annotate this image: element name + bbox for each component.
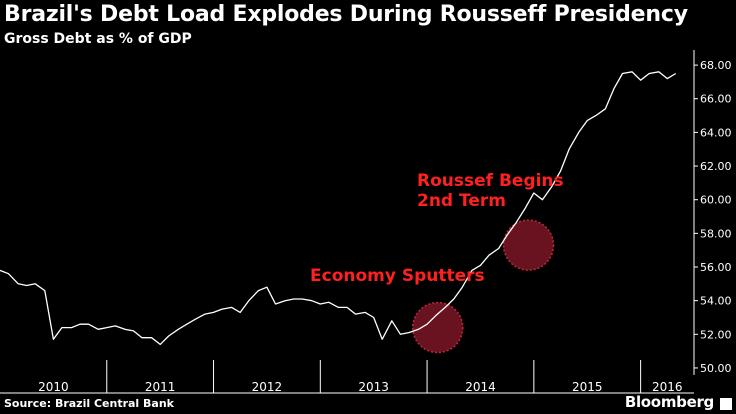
y-tick-label: 54.00 [700,295,732,308]
x-tick-label: 2010 [38,380,69,394]
annotation-label: Economy Sputters [310,266,485,286]
y-tick-label: 56.00 [700,261,732,274]
x-tick-label: 2016 [652,380,683,394]
y-tick-label: 52.00 [700,328,732,341]
x-tick-label: 2011 [145,380,176,394]
brand-logo: Bloomberg [624,393,714,411]
annotation-label-line: Roussef Begins [417,171,564,191]
y-tick-label: 68.00 [700,59,732,72]
annotation-markers [412,219,555,354]
x-tick-label: 2015 [572,380,603,394]
chart-subtitle: Gross Debt as % of GDP [4,31,192,47]
x-tick-label: 2012 [252,380,283,394]
x-tick-label: 2013 [358,380,389,394]
y-tick-label: 58.00 [700,227,732,240]
annotation-label: Roussef Begins 2nd Term [417,171,564,211]
chart-axes: 50.00 52.00 54.00 56.00 58.00 60.00 62.00 64.00… [0,50,732,394]
y-tick-label: 64.00 [700,126,732,139]
chart-series [0,71,677,346]
annotation-label-line: Economy Sputters [310,266,485,286]
annotation-label-line: 2nd Term [417,191,506,211]
source-note: Source: Brazil Central Bank [4,397,174,410]
y-tick-label: 50.00 [700,362,732,375]
chart-title: Brazil's Debt Load Explodes During Rouss… [4,2,688,27]
annotation-marker [502,219,555,271]
annotation-marker [412,301,464,354]
y-tick-label: 62.00 [700,160,732,173]
series-line [0,71,677,346]
brand-badge-icon [720,398,732,410]
x-tick-label: 2014 [465,380,496,394]
y-tick-label: 66.00 [700,93,732,106]
y-tick-label: 60.00 [700,194,732,207]
